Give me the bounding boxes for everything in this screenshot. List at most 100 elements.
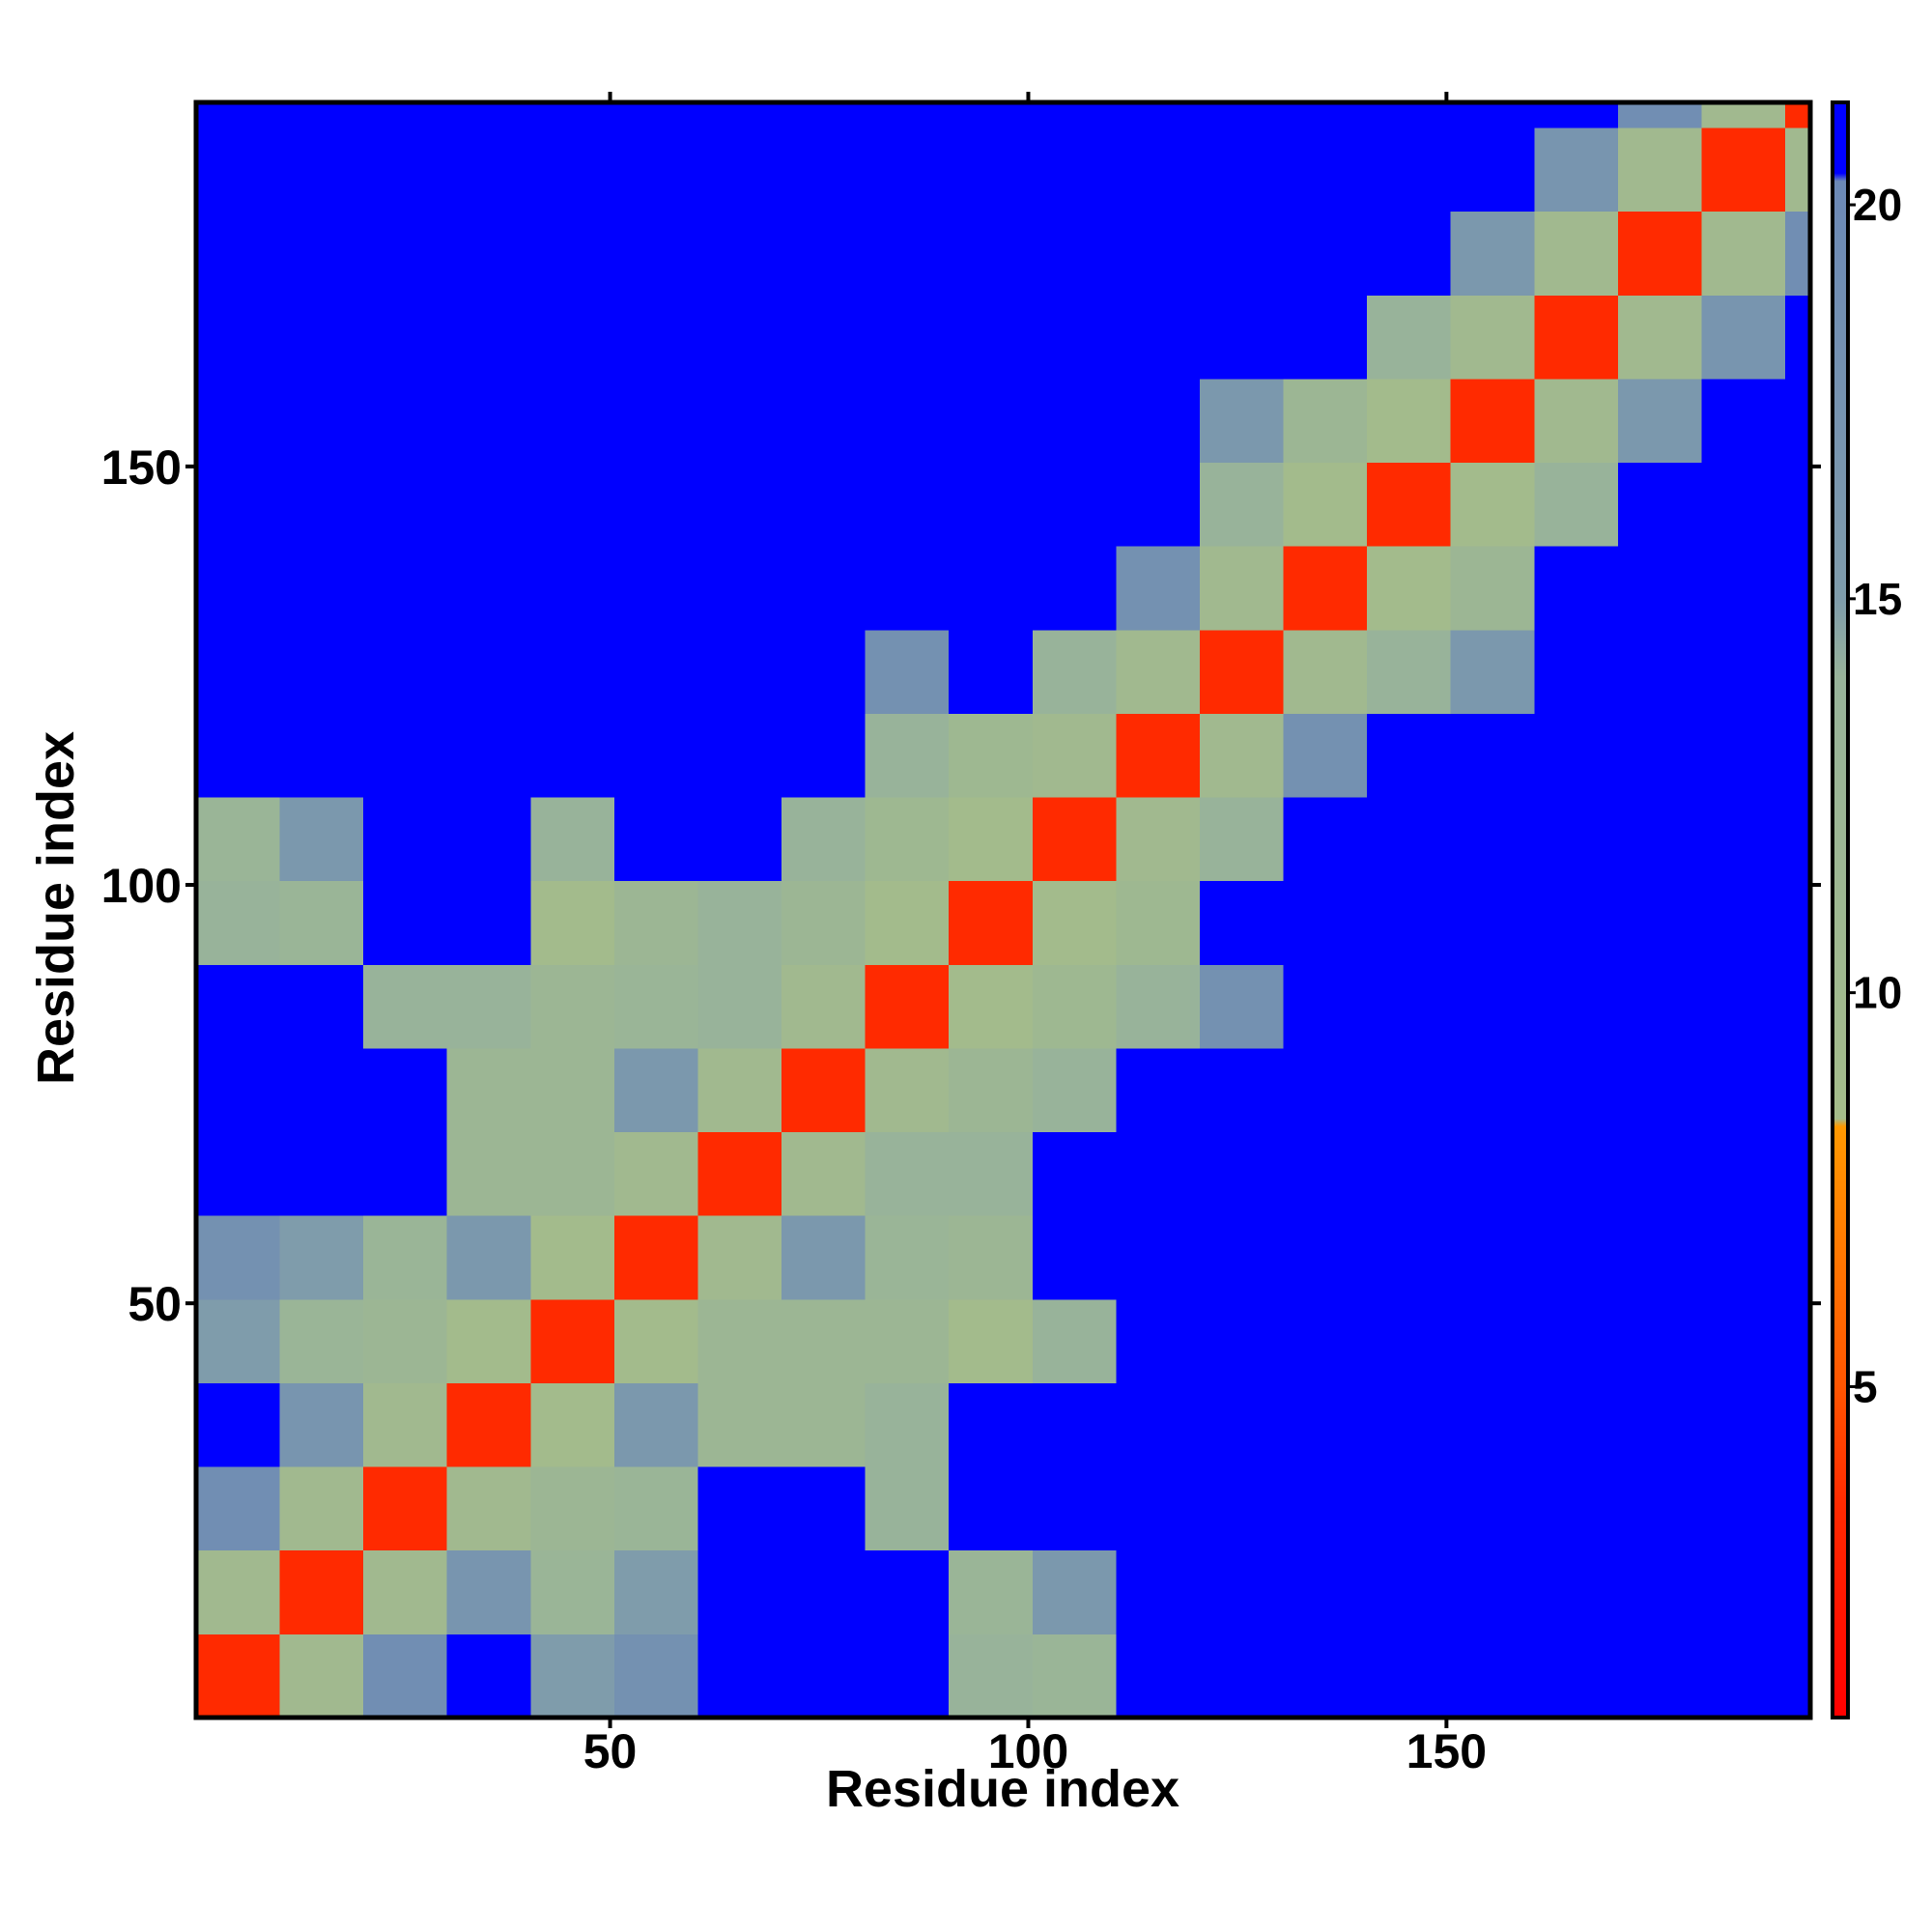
heatmap-cell bbox=[1450, 964, 1535, 1049]
heatmap-cell bbox=[363, 127, 448, 213]
heatmap-cell bbox=[613, 1634, 698, 1719]
heatmap-cell bbox=[781, 1047, 867, 1133]
heatmap-cell bbox=[697, 964, 782, 1049]
heatmap-cell bbox=[1785, 127, 1811, 213]
heatmap-cell bbox=[1534, 1382, 1619, 1467]
heatmap-cell bbox=[1199, 295, 1285, 380]
heatmap-cell bbox=[446, 1047, 531, 1133]
heatmap-cell bbox=[697, 1047, 782, 1133]
heatmap-cell bbox=[1617, 211, 1702, 296]
heatmap-cell bbox=[1785, 629, 1811, 714]
heatmap bbox=[196, 102, 1811, 1719]
heatmap-cell bbox=[446, 211, 531, 296]
heatmap-cell bbox=[1116, 1131, 1201, 1216]
heatmap-cell bbox=[949, 295, 1034, 380]
heatmap-cell bbox=[613, 1549, 698, 1634]
heatmap-cell bbox=[1283, 378, 1368, 464]
heatmap-cell bbox=[279, 1382, 364, 1467]
heatmap-cell bbox=[697, 378, 782, 464]
heatmap-cell bbox=[1199, 1131, 1285, 1216]
heatmap-cell bbox=[865, 462, 950, 547]
heatmap-cell bbox=[1701, 1215, 1786, 1300]
heatmap-cell bbox=[1283, 713, 1368, 798]
heatmap-cell bbox=[530, 1131, 615, 1216]
x-axis-label: Residue index bbox=[826, 1760, 1179, 1818]
colorbar-tick-label: 5 bbox=[1853, 1361, 1878, 1411]
heatmap-cell bbox=[279, 1215, 364, 1300]
heatmap-cell bbox=[781, 378, 867, 464]
heatmap-cell bbox=[1617, 378, 1702, 464]
heatmap-cell bbox=[1617, 964, 1702, 1049]
heatmap-cell bbox=[363, 1215, 448, 1300]
heatmap-cell bbox=[613, 295, 698, 380]
heatmap-cell bbox=[1450, 462, 1535, 547]
heatmap-cell bbox=[865, 713, 950, 798]
heatmap-cell bbox=[697, 1131, 782, 1216]
heatmap-cell bbox=[1367, 295, 1452, 380]
heatmap-cell bbox=[1283, 127, 1368, 213]
heatmap-cell bbox=[781, 102, 867, 128]
heatmap-cell bbox=[1534, 295, 1619, 380]
heatmap-cell bbox=[697, 102, 782, 128]
heatmap-cell bbox=[196, 378, 281, 464]
heatmap-cell bbox=[1116, 713, 1201, 798]
heatmap-cell bbox=[1116, 102, 1201, 128]
heatmap-cell bbox=[1534, 378, 1619, 464]
heatmap-cell bbox=[1534, 1634, 1619, 1719]
heatmap-cell bbox=[613, 462, 698, 547]
heatmap-cell bbox=[363, 102, 448, 128]
heatmap-cell bbox=[363, 964, 448, 1049]
heatmap-cell bbox=[1116, 211, 1201, 296]
heatmap-cell bbox=[530, 1215, 615, 1300]
heatmap-cell bbox=[363, 880, 448, 965]
heatmap-cell bbox=[781, 1131, 867, 1216]
heatmap-cell bbox=[279, 1466, 364, 1551]
heatmap-cell bbox=[1116, 462, 1201, 547]
heatmap-cell bbox=[1450, 378, 1535, 464]
heatmap-cell bbox=[196, 1549, 281, 1634]
heatmap-cell bbox=[613, 797, 698, 882]
heatmap-cell bbox=[196, 1047, 281, 1133]
heatmap-cell bbox=[363, 1466, 448, 1551]
heatmap-cell bbox=[613, 1466, 698, 1551]
heatmap-cell bbox=[446, 880, 531, 965]
heatmap-cell bbox=[1785, 462, 1811, 547]
heatmap-cell bbox=[196, 1634, 281, 1719]
heatmap-cell bbox=[1701, 102, 1786, 128]
heatmap-cell bbox=[363, 629, 448, 714]
heatmap-cell bbox=[1032, 127, 1117, 213]
heatmap-cell bbox=[530, 1549, 615, 1634]
heatmap-cell bbox=[865, 629, 950, 714]
colorbar bbox=[1831, 100, 1850, 1719]
heatmap-cell bbox=[781, 1215, 867, 1300]
heatmap-cell bbox=[196, 629, 281, 714]
heatmap-cell bbox=[865, 295, 950, 380]
heatmap-cell bbox=[196, 1298, 281, 1383]
heatmap-cell bbox=[1701, 378, 1786, 464]
heatmap-cell bbox=[279, 546, 364, 631]
heatmap-cell bbox=[1032, 1466, 1117, 1551]
heatmap-cell bbox=[279, 964, 364, 1049]
heatmap-cell bbox=[1785, 211, 1811, 296]
heatmap-cell bbox=[949, 1298, 1034, 1383]
heatmap-cell bbox=[446, 1382, 531, 1467]
heatmap-cell bbox=[530, 880, 615, 965]
heatmap-cell bbox=[1367, 1047, 1452, 1133]
heatmap-cell bbox=[196, 797, 281, 882]
heatmap-cell bbox=[1617, 462, 1702, 547]
heatmap-cell bbox=[1032, 880, 1117, 965]
heatmap-cell bbox=[1450, 1382, 1535, 1467]
heatmap-cell bbox=[1785, 378, 1811, 464]
heatmap-cell bbox=[530, 546, 615, 631]
heatmap-cell bbox=[1534, 797, 1619, 882]
heatmap-cell bbox=[949, 1382, 1034, 1467]
heatmap-cell bbox=[530, 102, 615, 128]
heatmap-cell bbox=[1199, 1549, 1285, 1634]
heatmap-cell bbox=[1785, 1549, 1811, 1634]
heatmap-cell bbox=[1617, 1549, 1702, 1634]
heatmap-cell bbox=[1199, 1466, 1285, 1551]
heatmap-cell bbox=[1283, 1215, 1368, 1300]
heatmap-cell bbox=[1032, 1298, 1117, 1383]
heatmap-cell bbox=[1701, 629, 1786, 714]
heatmap-cell bbox=[363, 1131, 448, 1216]
